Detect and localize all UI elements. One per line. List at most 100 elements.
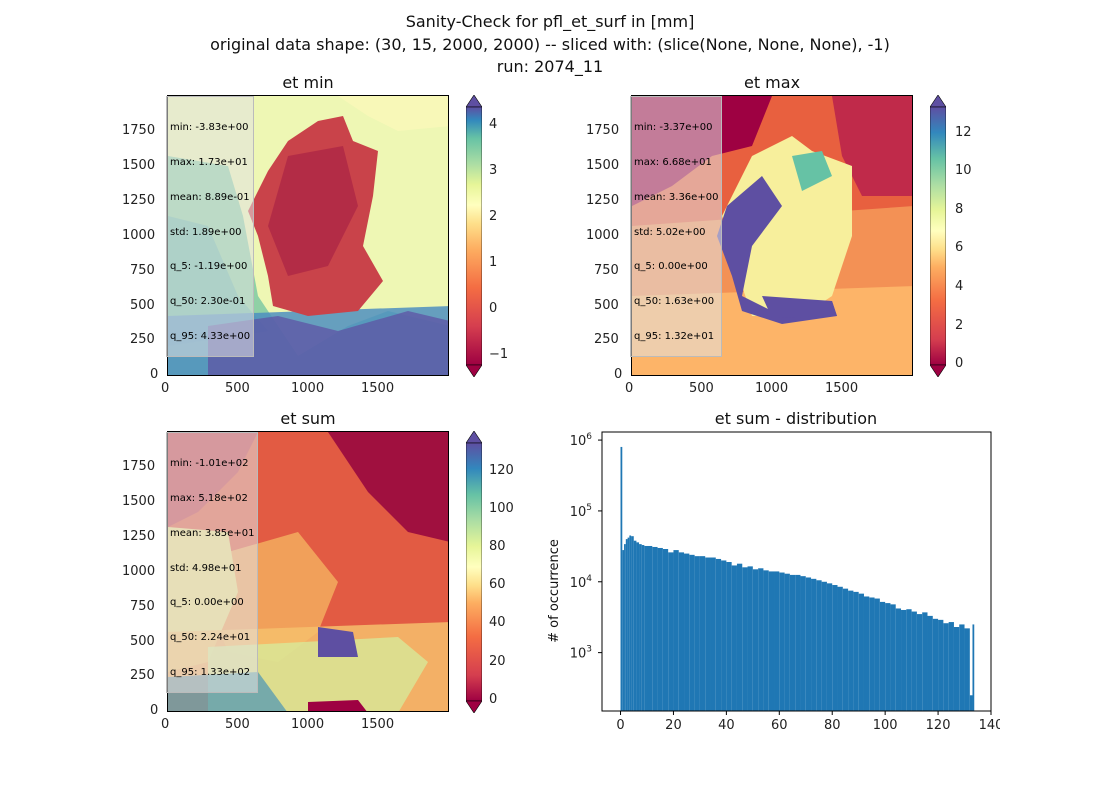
histogram-bar	[964, 628, 970, 711]
x-tick-label: 40	[718, 718, 735, 733]
histogram-bar	[641, 545, 645, 711]
stat-line: mean: 3.85e+01	[170, 527, 255, 539]
histogram-bar	[885, 603, 891, 711]
y-tick: 1000	[122, 228, 156, 243]
histogram-bar	[953, 627, 960, 711]
x-tick-label: 140	[979, 718, 1000, 733]
x-tick: 500	[225, 717, 250, 732]
x-tick: 0	[161, 717, 170, 732]
y-tick-label: 106	[570, 432, 593, 449]
histogram-bar	[742, 567, 748, 711]
y-tick: 1000	[122, 564, 156, 579]
x-tick-label: 100	[873, 718, 898, 733]
histogram-bar	[932, 618, 939, 711]
y-tick: 1750	[586, 123, 620, 138]
histogram-bar	[811, 578, 817, 711]
colorbar-tick: 4	[955, 279, 964, 294]
histogram-bar	[869, 597, 875, 711]
stat-line: q_50: 2.24e+01	[170, 632, 251, 644]
histogram-bar	[874, 598, 880, 711]
x-tick: 1000	[755, 381, 789, 396]
y-tick: 250	[130, 668, 155, 683]
panel-title-et-sum: et sum	[280, 409, 336, 428]
colorbar-tick: 2	[955, 318, 964, 333]
histogram-bar	[652, 546, 658, 711]
colorbar-tick: −1	[489, 347, 509, 362]
histogram-bars	[620, 446, 975, 711]
histogram-bar	[662, 549, 669, 711]
y-tick: 1250	[122, 193, 156, 208]
histogram-bar	[622, 550, 625, 711]
colorbar-tick: 0	[489, 301, 498, 316]
histogram-bar	[633, 540, 637, 711]
histogram-bar	[627, 537, 630, 711]
stat-line: mean: 3.36e+00	[634, 191, 719, 203]
histogram-bar	[636, 542, 640, 711]
histogram-bar	[795, 574, 801, 711]
panel-title-et-max: et max	[743, 73, 801, 92]
colorbar-tick: 80	[489, 539, 506, 554]
histogram-bar	[948, 622, 954, 711]
histogram-bar	[858, 593, 864, 711]
stat-line: q_5: -1.19e+00	[170, 261, 248, 273]
y-tick: 0	[614, 367, 623, 382]
histogram-bar	[842, 588, 849, 711]
stat-line: q_95: 1.33e+02	[170, 666, 251, 678]
x-tick-label: 80	[824, 718, 841, 733]
histogram-bar	[736, 563, 743, 711]
histogram-bar	[644, 545, 647, 711]
histogram-bar	[863, 596, 870, 711]
et-sum-distribution-chart: et sum - distribution # of occurrence 0 2…	[547, 409, 1000, 733]
et-max-colorbar	[930, 95, 946, 377]
histogram-bar	[800, 576, 806, 711]
panel-title-et-min: et min	[282, 73, 334, 92]
et-min-stats-box: min: -3.83e+00 max: 1.73e+01 mean: 8.89e…	[166, 96, 255, 358]
histogram-bar	[699, 556, 706, 711]
colorbar-tick: 10	[955, 163, 972, 178]
x-tick: 0	[161, 381, 170, 396]
colorbar-tick: 20	[489, 654, 506, 669]
histogram-bar	[668, 552, 674, 711]
histogram-bar	[629, 535, 632, 711]
stat-line: min: -1.01e+02	[170, 458, 249, 470]
x-tick-label: 60	[771, 718, 788, 733]
x-tick: 1500	[361, 717, 395, 732]
histogram-bar	[784, 573, 790, 711]
y-tick: 500	[130, 298, 155, 313]
histogram-bar	[969, 695, 973, 711]
y-tick-label: 103	[570, 645, 592, 662]
plot-frame	[601, 431, 992, 712]
histogram-bar	[789, 574, 796, 711]
stat-line: max: 1.73e+01	[170, 156, 248, 168]
x-tick: 1500	[361, 381, 395, 396]
histogram-bar	[758, 568, 764, 711]
histogram-bar	[943, 623, 949, 711]
histogram-bar	[972, 624, 975, 711]
colorbar-tick: 120	[489, 463, 514, 478]
colorbar-tick: 0	[489, 692, 498, 707]
histogram-bar	[853, 591, 859, 711]
colorbar-tick: 0	[955, 356, 964, 371]
histogram-bar	[620, 446, 623, 711]
x-tick: 500	[689, 381, 714, 396]
y-tick: 750	[130, 263, 155, 278]
histogram-bar	[625, 539, 628, 711]
y-tick: 250	[594, 332, 619, 347]
stat-line: std: 1.89e+00	[170, 226, 242, 238]
figure-run-label: run: 2074_11	[496, 57, 604, 76]
stat-line: std: 4.98e+01	[170, 562, 242, 574]
stat-line: q_5: 0.00e+00	[170, 597, 244, 609]
colorbar-tick: 60	[489, 577, 506, 592]
histogram-bar	[763, 570, 769, 711]
x-tick: 1000	[291, 381, 325, 396]
histogram-bar	[646, 545, 653, 711]
y-tick: 500	[594, 298, 619, 313]
et-sum-stats-box: min: -1.01e+02 max: 5.18e+02 mean: 3.85e…	[166, 432, 259, 694]
x-tick: 1000	[291, 717, 325, 732]
y-tick: 1250	[122, 529, 156, 544]
stat-line: std: 5.02e+00	[634, 226, 706, 238]
y-tick: 1500	[122, 494, 156, 509]
histogram-bar	[689, 554, 695, 711]
colorbar-tick: 8	[955, 202, 964, 217]
histogram-bar	[721, 560, 727, 711]
